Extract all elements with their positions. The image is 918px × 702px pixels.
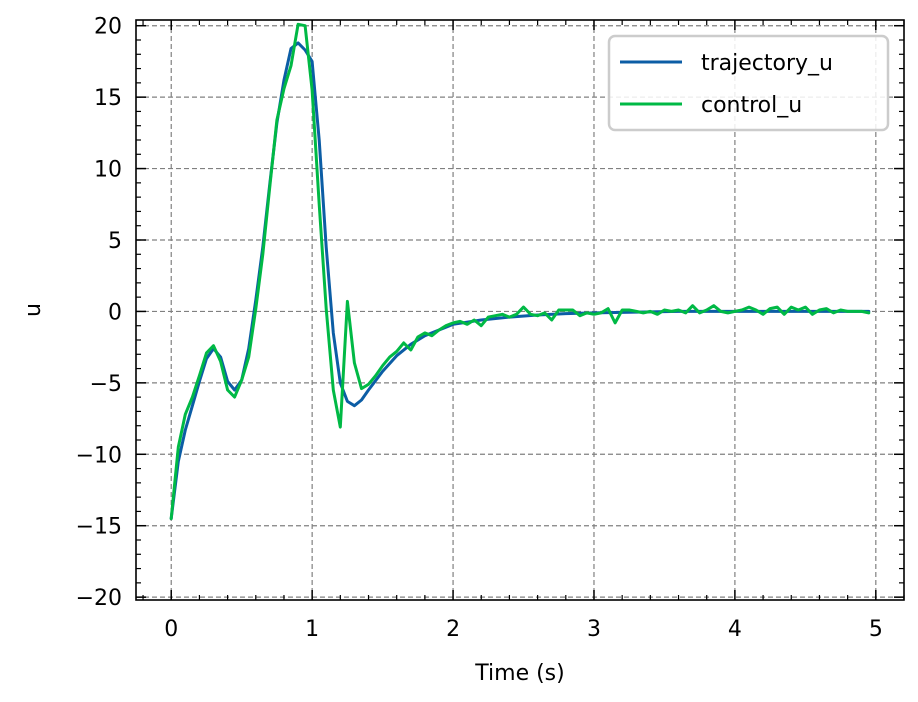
legend-label-trajectory-u: trajectory_u	[701, 51, 833, 76]
x-tick-label: 0	[164, 617, 178, 642]
legend: trajectory_u control_u	[607, 34, 890, 132]
y-axis-label: u	[21, 303, 46, 317]
plot-frame	[135, 19, 905, 601]
legend-box	[607, 34, 890, 132]
x-tick-label: 4	[728, 617, 742, 642]
y-tick-label: 20	[94, 15, 122, 40]
y-tick-label: 15	[94, 86, 122, 111]
series-lines	[169, 22, 871, 521]
y-tick-label: −20	[76, 586, 122, 611]
legend-label-control-u: control_u	[701, 93, 802, 118]
x-tick-label: 5	[869, 617, 883, 642]
y-tick-label: 10	[94, 158, 122, 183]
series-line-control-u	[169, 22, 871, 521]
y-tick-label: −5	[90, 372, 122, 397]
x-axis-label: Time (s)	[474, 661, 564, 686]
y-tick-label: −15	[76, 515, 122, 540]
y-tick-label: −10	[76, 443, 122, 468]
y-tick-label: 5	[108, 229, 122, 254]
tick-labels: 0 1 2 3 4 5 −20 −15 −10 −5 0 5 10 15 20	[76, 15, 883, 642]
x-tick-label: 1	[305, 617, 319, 642]
x-tick-label: 3	[587, 617, 601, 642]
x-tick-label: 2	[446, 617, 460, 642]
y-tick-label: 0	[108, 300, 122, 325]
